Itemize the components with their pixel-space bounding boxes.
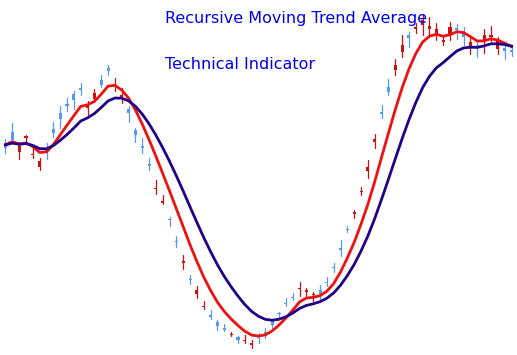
Bar: [223, 328, 226, 330]
Bar: [66, 104, 69, 105]
Bar: [510, 50, 513, 53]
Bar: [134, 130, 137, 135]
Bar: [401, 45, 404, 52]
Bar: [45, 148, 48, 151]
Bar: [332, 267, 335, 268]
Bar: [120, 95, 123, 98]
Bar: [52, 129, 55, 133]
Bar: [367, 167, 370, 171]
Bar: [435, 29, 438, 34]
Bar: [428, 26, 431, 29]
Bar: [278, 313, 281, 314]
Bar: [407, 35, 410, 38]
Text: Recursive Moving Trend Average: Recursive Moving Trend Average: [165, 11, 428, 26]
Bar: [244, 340, 247, 341]
Bar: [113, 84, 116, 85]
Bar: [476, 45, 479, 47]
Bar: [346, 229, 349, 230]
Bar: [107, 68, 110, 71]
Bar: [469, 42, 472, 47]
Bar: [11, 132, 14, 140]
Bar: [503, 48, 506, 51]
Bar: [216, 322, 219, 326]
Bar: [496, 40, 499, 49]
Bar: [387, 87, 390, 92]
Bar: [270, 321, 273, 325]
Bar: [236, 337, 239, 340]
Bar: [312, 294, 315, 295]
Text: Technical Indicator: Technical Indicator: [165, 57, 315, 72]
Bar: [189, 279, 192, 280]
Bar: [147, 164, 150, 166]
Bar: [325, 282, 328, 283]
Bar: [421, 21, 424, 25]
Bar: [257, 337, 260, 338]
Bar: [202, 306, 205, 307]
Bar: [58, 113, 62, 119]
Bar: [209, 316, 212, 317]
Bar: [38, 161, 41, 167]
Bar: [195, 290, 199, 294]
Bar: [141, 146, 144, 148]
Bar: [175, 241, 178, 242]
Bar: [359, 191, 362, 192]
Bar: [442, 40, 445, 42]
Bar: [490, 35, 493, 37]
Bar: [230, 334, 233, 335]
Bar: [318, 289, 322, 294]
Bar: [182, 261, 185, 263]
Bar: [161, 201, 164, 203]
Bar: [93, 93, 96, 99]
Bar: [264, 332, 267, 335]
Bar: [291, 297, 294, 298]
Bar: [250, 344, 253, 345]
Bar: [155, 187, 158, 189]
Bar: [305, 290, 308, 292]
Bar: [18, 146, 21, 152]
Bar: [4, 143, 7, 148]
Bar: [380, 112, 383, 114]
Bar: [462, 32, 465, 37]
Bar: [86, 104, 89, 108]
Bar: [79, 88, 82, 91]
Bar: [448, 27, 451, 34]
Bar: [353, 212, 356, 214]
Bar: [298, 288, 301, 289]
Bar: [168, 219, 171, 220]
Bar: [32, 154, 34, 155]
Bar: [394, 65, 397, 70]
Bar: [284, 303, 287, 304]
Bar: [483, 35, 485, 42]
Bar: [414, 27, 417, 29]
Bar: [100, 80, 103, 85]
Bar: [455, 28, 459, 30]
Bar: [339, 247, 342, 250]
Bar: [127, 109, 130, 113]
Bar: [24, 136, 27, 138]
Bar: [72, 94, 75, 100]
Bar: [373, 138, 376, 142]
